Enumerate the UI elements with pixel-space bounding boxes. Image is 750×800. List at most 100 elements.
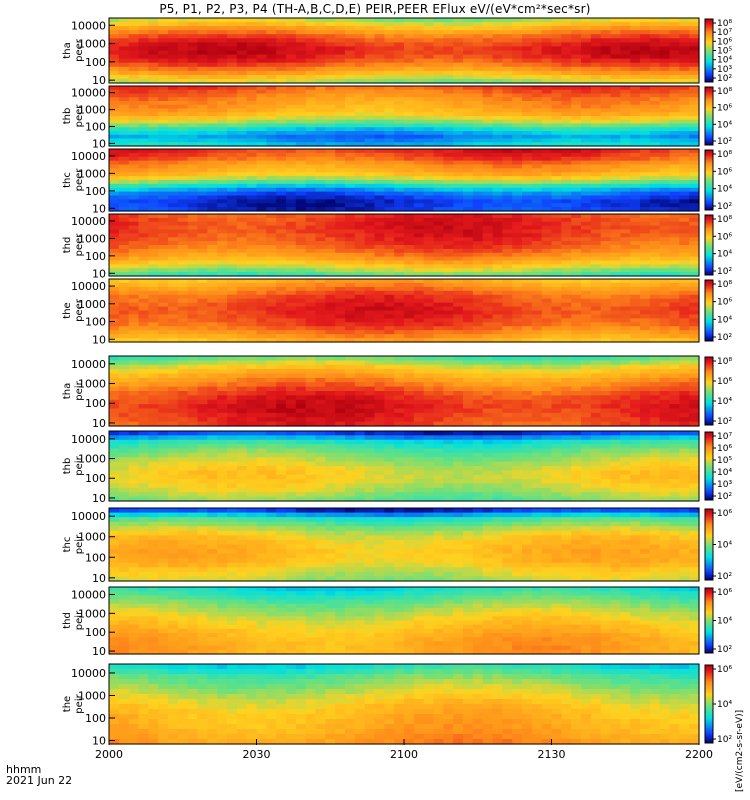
spectrogram-cell bbox=[512, 58, 523, 64]
spectrogram-cell bbox=[138, 138, 149, 143]
spectrogram-cell bbox=[561, 142, 572, 147]
spectrogram-cell bbox=[374, 156, 385, 162]
spectrogram-cell bbox=[374, 160, 385, 166]
spectrogram-cell bbox=[177, 294, 189, 300]
spectrogram-cell bbox=[659, 119, 671, 125]
spectrogram-cell bbox=[197, 256, 208, 262]
spectrogram-cell bbox=[227, 207, 238, 212]
spectrogram-cell bbox=[463, 207, 474, 212]
spectrogram-cell bbox=[187, 191, 199, 197]
spectrogram-cell bbox=[138, 256, 149, 262]
spectrogram-cell bbox=[197, 54, 208, 60]
spectrogram-cell bbox=[128, 233, 140, 238]
spectrogram-cell bbox=[649, 256, 661, 262]
spectrogram-cell bbox=[443, 54, 454, 60]
spectrogram-cell bbox=[541, 18, 553, 23]
spectrogram-cell bbox=[227, 127, 238, 132]
spectrogram-cell bbox=[109, 183, 120, 189]
spectrogram-cell bbox=[197, 97, 208, 102]
spectrogram-cell bbox=[207, 66, 218, 72]
spectrogram-cell bbox=[256, 74, 267, 80]
spectrogram-cell bbox=[590, 46, 602, 52]
spectrogram-cell bbox=[531, 248, 543, 254]
spectrogram-cell bbox=[295, 46, 307, 52]
spectrogram-cell bbox=[109, 160, 120, 166]
spectrogram-cell bbox=[404, 217, 415, 223]
spectrogram-cell bbox=[168, 66, 179, 72]
panel-label: peer bbox=[74, 233, 85, 257]
spectrogram-cell bbox=[610, 86, 621, 91]
spectrogram-cell bbox=[482, 199, 494, 204]
spectrogram-cell bbox=[236, 286, 248, 292]
spectrogram-cell bbox=[276, 338, 287, 343]
spectrogram-cell bbox=[305, 123, 317, 128]
spectrogram-cell bbox=[266, 203, 277, 208]
spectrogram-cell bbox=[404, 282, 415, 288]
spectrogram-cell bbox=[502, 22, 513, 27]
spectrogram-cell bbox=[394, 86, 405, 91]
spectrogram-cell bbox=[433, 119, 444, 125]
spectrogram-cell bbox=[482, 152, 494, 158]
spectrogram-cell bbox=[207, 252, 218, 258]
spectrogram-cell bbox=[630, 22, 641, 27]
spectrogram-cell bbox=[187, 108, 199, 113]
spectrogram-cell bbox=[276, 138, 287, 143]
spectrogram-cell bbox=[600, 252, 612, 258]
spectrogram-cell bbox=[266, 74, 277, 80]
spectrogram-cell bbox=[463, 314, 474, 319]
spectrogram-cell bbox=[502, 164, 513, 169]
spectrogram-cell bbox=[522, 334, 533, 339]
spectrogram-cell bbox=[158, 74, 169, 80]
spectrogram-cells bbox=[109, 356, 700, 427]
spectrogram-cell bbox=[354, 93, 366, 98]
spectrogram-cell bbox=[345, 119, 356, 125]
spectrogram-cell bbox=[148, 302, 159, 308]
spectrogram-cell bbox=[246, 322, 258, 327]
spectrogram-cell bbox=[600, 34, 612, 39]
spectrogram-cell bbox=[679, 164, 690, 169]
spectrogram-cell bbox=[492, 104, 503, 110]
spectrogram-cell bbox=[354, 191, 366, 197]
spectrogram-cell bbox=[640, 30, 651, 35]
spectrogram-cell bbox=[472, 310, 484, 316]
spectrogram-cell bbox=[404, 152, 415, 158]
spectrogram-cell bbox=[227, 298, 238, 304]
spectrogram-cell bbox=[482, 18, 494, 23]
spectrogram-cell bbox=[315, 229, 326, 234]
spectrogram-cell bbox=[286, 26, 297, 31]
spectrogram-cell bbox=[118, 38, 130, 43]
spectrogram-cell bbox=[266, 134, 277, 140]
spectrogram-cell bbox=[266, 272, 277, 277]
spectrogram-cell bbox=[610, 104, 621, 110]
spectrogram-cell bbox=[158, 66, 169, 72]
spectrogram-cell bbox=[227, 237, 238, 242]
spectrogram-cell bbox=[374, 225, 385, 231]
spectrogram-cell bbox=[187, 356, 199, 361]
spectrogram-cell bbox=[443, 46, 454, 52]
spectrogram-cell bbox=[217, 156, 228, 162]
spectrogram-cell bbox=[659, 310, 671, 316]
spectrogram-cell bbox=[472, 168, 484, 173]
spectrogram-cell bbox=[266, 156, 277, 162]
spectrogram-cell bbox=[531, 282, 543, 288]
spectrogram-cell bbox=[630, 46, 641, 52]
spectrogram-cell bbox=[571, 78, 582, 84]
spectrogram-cell bbox=[128, 70, 140, 76]
spectrogram-cell bbox=[492, 176, 503, 181]
spectrogram-cell bbox=[109, 330, 120, 335]
spectrogram-cell bbox=[453, 156, 464, 162]
spectrogram-cell bbox=[354, 264, 366, 269]
spectrogram-cell bbox=[433, 66, 444, 72]
spectrogram-cell bbox=[109, 18, 120, 23]
spectrogram-cell bbox=[531, 221, 543, 227]
spectrogram-cell bbox=[443, 38, 454, 43]
spectrogram-cell bbox=[413, 78, 425, 84]
spectrogram-cell bbox=[177, 123, 189, 128]
spectrogram-cell bbox=[531, 164, 543, 169]
spectrogram-cell bbox=[453, 138, 464, 143]
spectrogram-cell bbox=[669, 168, 680, 173]
spectrogram-cell bbox=[522, 46, 533, 52]
spectrogram-cell bbox=[600, 108, 612, 113]
spectrogram-cell bbox=[600, 22, 612, 27]
spectrogram-cell bbox=[364, 260, 376, 265]
